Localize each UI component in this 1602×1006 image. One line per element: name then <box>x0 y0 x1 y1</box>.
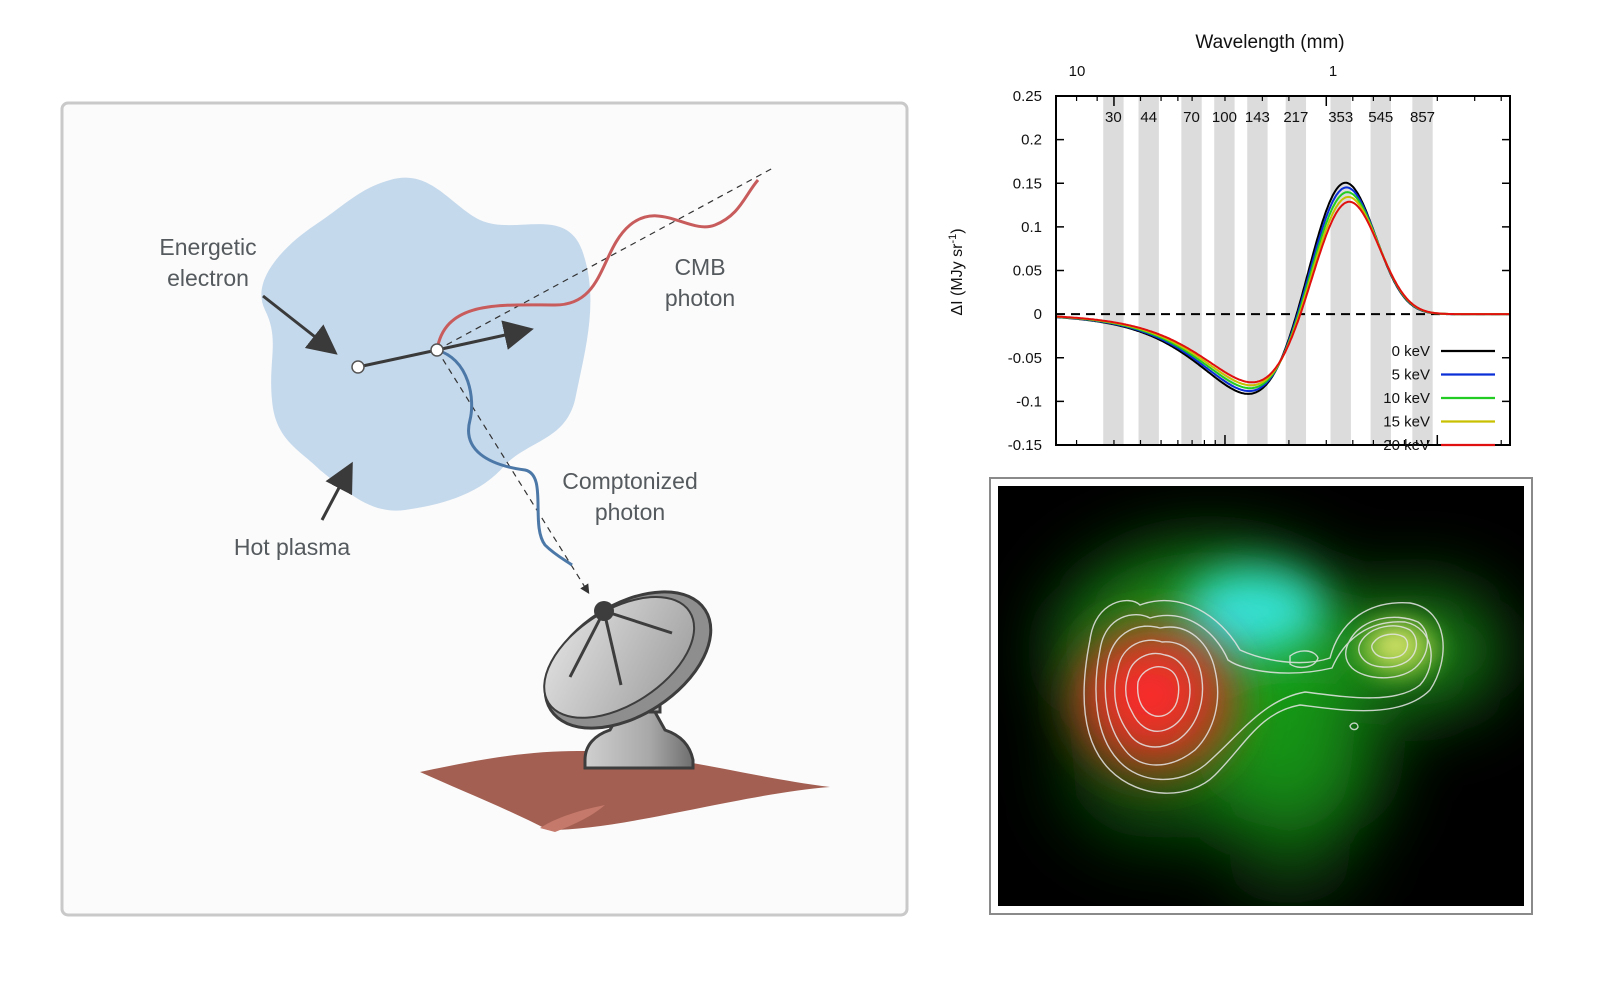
y-tick-label: 0.1 <box>1021 219 1042 236</box>
frequency-bands: 30 44 70 100 143 217 353 545 857 <box>1103 96 1435 445</box>
y-axis-ticks: 0.25 0.2 0.15 0.1 0.05 0 -0.05 -0.1 -0.15 <box>1008 88 1510 454</box>
legend-label: 20 keV <box>1383 437 1430 454</box>
sz-effect-diagram: Energetic electron CMB photon Comptonize… <box>60 101 909 917</box>
band-label-30: 30 <box>1105 109 1122 126</box>
electron-track <box>357 348 438 369</box>
sz-spectrum-chart: Wavelength (mm) 30 44 70 100 143 217 353 545 857… <box>947 32 1511 454</box>
series-line-5kev <box>1055 186 1510 393</box>
comptonized-photon-wave <box>436 348 573 567</box>
band-label-143: 143 <box>1245 109 1270 126</box>
top-axis-title: Wavelength (mm) <box>1195 32 1344 53</box>
hot-plasma-label: Hot plasma <box>234 534 351 560</box>
contour-lines <box>1083 599 1444 794</box>
ground-patch <box>420 751 830 830</box>
band-545 <box>1370 96 1391 445</box>
legend-label: 15 keV <box>1383 414 1430 431</box>
plot-frame <box>1055 95 1511 446</box>
scattering-point-dot <box>430 343 444 357</box>
spectrum-curves <box>1055 181 1510 395</box>
band-label-100: 100 <box>1212 109 1237 126</box>
band-143 <box>1247 96 1268 445</box>
energetic-electron-label: Energetic <box>159 234 256 260</box>
electron-scattered-track <box>436 320 534 352</box>
comptonized-photon-label: Comptonized <box>562 468 698 494</box>
scatter-direction-dashed-line <box>436 349 590 595</box>
top-tick-10: 10 <box>1069 63 1086 80</box>
band-217 <box>1285 96 1307 445</box>
electron-initial-dot <box>351 360 365 374</box>
top-tick-1: 1 <box>1329 63 1337 80</box>
band-44 <box>1138 96 1159 445</box>
band-label-857: 857 <box>1410 109 1435 126</box>
cmb-photon-label-line2: photon <box>665 285 735 311</box>
band-857 <box>1412 96 1433 445</box>
y-tick-label: 0.15 <box>1013 175 1042 192</box>
band-label-353: 353 <box>1328 109 1353 126</box>
legend-label: 10 keV <box>1383 390 1430 407</box>
y-tick-label: -0.05 <box>1008 350 1042 367</box>
energetic-electron-label-line2: electron <box>167 265 249 291</box>
legend-label: 0 keV <box>1392 343 1430 360</box>
band-30 <box>1103 96 1124 445</box>
series-line-20kev <box>1055 200 1510 384</box>
comptonized-photon-label-line2: photon <box>595 499 665 525</box>
band-353 <box>1330 96 1351 445</box>
y-tick-label: 0.05 <box>1013 263 1042 280</box>
y-tick-label: 0 <box>1034 306 1042 323</box>
y-tick-label: 0.25 <box>1013 88 1042 105</box>
cmb-photon-wave <box>435 179 760 351</box>
ground-highlight <box>540 805 605 832</box>
y-tick-label: -0.1 <box>1016 393 1042 410</box>
y-tick-label: -0.15 <box>1008 437 1042 454</box>
y-axis-title: ΔI (MJy sr-1) <box>947 228 966 315</box>
band-label-44: 44 <box>1140 109 1157 126</box>
series-line-0kev <box>1056 181 1510 395</box>
band-70 <box>1181 96 1202 445</box>
band-label-545: 545 <box>1368 109 1393 126</box>
hot-plasma-cloud <box>261 177 591 511</box>
legend: 0 keV 5 keV 10 keV 15 keV 20 keV <box>1383 343 1495 454</box>
cmb-photon-label: CMB <box>674 254 725 280</box>
cmb-direction-dashed-line <box>436 167 774 351</box>
y-tick-label: 0.2 <box>1021 132 1042 149</box>
plasma-pointer-arrow <box>320 461 353 521</box>
band-label-70: 70 <box>1183 109 1200 126</box>
electron-pointer-arrow <box>262 294 338 355</box>
red-emission <box>1070 620 1240 780</box>
legend-label: 5 keV <box>1392 367 1430 384</box>
radio-telescope-icon <box>543 590 713 770</box>
band-100 <box>1214 96 1235 445</box>
band-label-217: 217 <box>1283 109 1308 126</box>
series-line-10kev <box>1055 191 1510 390</box>
map-emission <box>1060 550 1500 905</box>
multiwavelength-map <box>989 477 1533 915</box>
